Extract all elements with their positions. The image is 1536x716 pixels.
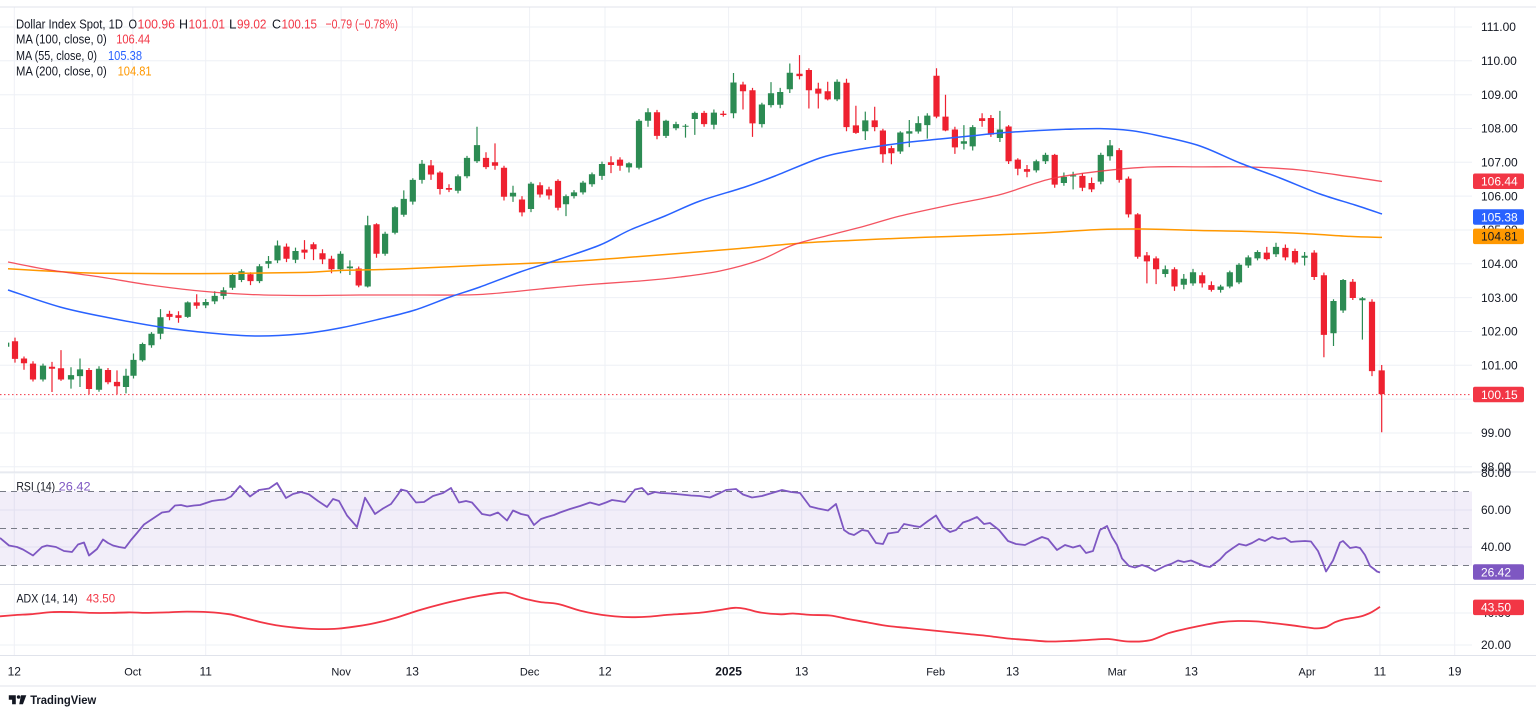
svg-text:20.00: 20.00 [1481, 638, 1511, 652]
svg-text:26.42: 26.42 [1481, 565, 1511, 579]
svg-text:26.42: 26.42 [59, 480, 91, 494]
svg-text:19: 19 [1448, 665, 1462, 679]
svg-text:103.00: 103.00 [1481, 291, 1518, 305]
svg-text:99.02: 99.02 [237, 17, 267, 32]
svg-text:43.50: 43.50 [1481, 601, 1511, 615]
svg-text:101.01: 101.01 [189, 17, 226, 32]
svg-text:40.00: 40.00 [1481, 540, 1511, 554]
svg-text:13: 13 [1006, 665, 1020, 679]
svg-text:Nov: Nov [331, 667, 351, 679]
svg-text:Apr: Apr [1299, 667, 1316, 679]
svg-text:H: H [179, 17, 188, 32]
svg-text:13: 13 [406, 665, 420, 679]
svg-text:RSI (14): RSI (14) [16, 480, 55, 494]
svg-text:ADX (14, 14): ADX (14, 14) [17, 592, 78, 606]
svg-text:43.50: 43.50 [86, 592, 115, 606]
svg-text:Oct: Oct [124, 667, 141, 679]
svg-text:104.00: 104.00 [1481, 257, 1518, 271]
svg-text:107.00: 107.00 [1481, 156, 1518, 170]
svg-text:Mar: Mar [1108, 667, 1127, 679]
svg-text:11: 11 [199, 665, 212, 679]
svg-text:98.00: 98.00 [1481, 460, 1511, 474]
svg-text:L: L [229, 17, 237, 32]
svg-text:13: 13 [1185, 665, 1199, 679]
svg-text:C: C [272, 17, 281, 32]
svg-text:105.38: 105.38 [108, 48, 142, 63]
svg-text:106.44: 106.44 [1481, 175, 1518, 189]
svg-text:2025: 2025 [715, 665, 742, 679]
svg-text:60.00: 60.00 [1481, 503, 1511, 517]
svg-text:100.15: 100.15 [1481, 388, 1518, 402]
svg-text:MA (100, close, 0): MA (100, close, 0) [16, 32, 107, 47]
svg-text:100.15: 100.15 [282, 17, 318, 32]
svg-text:105.38: 105.38 [1481, 210, 1518, 224]
svg-text:Dec: Dec [520, 667, 540, 679]
svg-text:O: O [129, 17, 138, 32]
svg-text:101.00: 101.00 [1481, 359, 1518, 373]
svg-text:12: 12 [598, 665, 612, 679]
svg-text:11: 11 [1374, 665, 1387, 679]
svg-text:12: 12 [8, 665, 22, 679]
svg-text:Dollar Index Spot, 1D: Dollar Index Spot, 1D [16, 17, 123, 32]
svg-text:108.00: 108.00 [1481, 122, 1518, 136]
svg-text:Feb: Feb [926, 667, 945, 679]
svg-text:102.00: 102.00 [1481, 325, 1518, 339]
svg-text:106.44: 106.44 [116, 32, 150, 47]
svg-text:−0.79 (−0.78%): −0.79 (−0.78%) [326, 17, 399, 32]
svg-text:109.00: 109.00 [1481, 88, 1518, 102]
svg-text:80.00: 80.00 [1481, 466, 1511, 480]
svg-text:13: 13 [795, 665, 809, 679]
svg-text:104.81: 104.81 [118, 64, 152, 79]
svg-text:111.00: 111.00 [1481, 20, 1516, 34]
svg-text:MA (200, close, 0): MA (200, close, 0) [16, 64, 107, 79]
svg-text:TradingView: TradingView [30, 695, 96, 707]
svg-text:MA (55, close, 0): MA (55, close, 0) [16, 48, 97, 63]
svg-text:104.81: 104.81 [1481, 230, 1518, 244]
svg-text:99.00: 99.00 [1481, 426, 1511, 440]
svg-text:110.00: 110.00 [1481, 54, 1517, 68]
svg-text:100.96: 100.96 [138, 17, 176, 32]
svg-text:106.00: 106.00 [1481, 189, 1518, 203]
